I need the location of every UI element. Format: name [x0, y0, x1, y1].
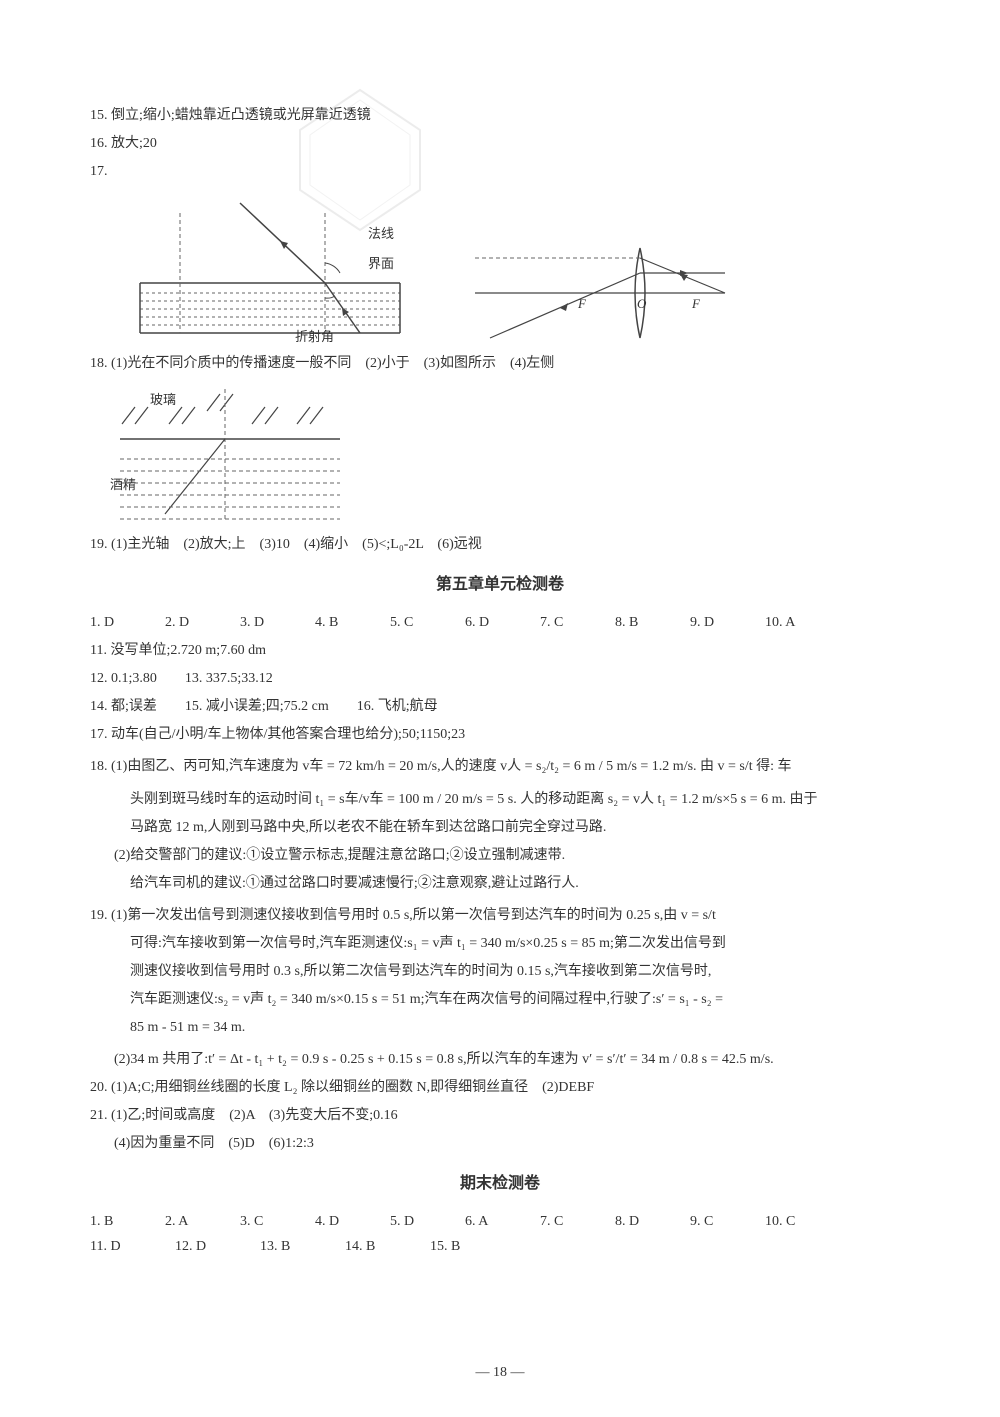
- svg-text:玻璃: 玻璃: [150, 392, 176, 407]
- mc-answer: 3. D: [240, 610, 315, 635]
- svg-text:界面: 界面: [368, 256, 394, 271]
- svg-text:酒精: 酒精: [110, 477, 136, 492]
- answer-q15: 15. 倒立;缩小;蜡烛靠近凸透镜或光屏靠近透镜: [90, 103, 910, 128]
- final-mc2: 11. D12. D13. B14. B15. B: [90, 1234, 910, 1259]
- mc-answer: 6. D: [465, 610, 540, 635]
- ch5-q12-13: 12. 0.1;3.80 13. 337.5;33.12: [90, 666, 910, 691]
- ch5-q20: 20. (1)A;C;用细铜丝线圈的长度 L₂ 除以细铜丝的圈数 N,即得细铜丝…: [90, 1075, 910, 1100]
- mc-answer: 2. A: [165, 1209, 240, 1234]
- ch5-q14-16: 14. 都;误差 15. 减小误差;四;75.2 cm 16. 飞机;航母: [90, 694, 910, 719]
- mc-answer: 11. D: [90, 1234, 175, 1259]
- svg-text:F: F: [577, 296, 587, 311]
- page-content: 15. 倒立;缩小;蜡烛靠近凸透镜或光屏靠近透镜 16. 放大;20 17.: [90, 103, 910, 1259]
- ch5-q17: 17. 动车(自己/小明/车上物体/其他答案合理也给分);50;1150;23: [90, 722, 910, 747]
- page-number: — 18 —: [0, 1360, 1000, 1385]
- mc-answer: 5. D: [390, 1209, 465, 1234]
- mc-answer: 12. D: [175, 1234, 260, 1259]
- mc-answer: 4. D: [315, 1209, 390, 1234]
- mc-answer: 1. D: [90, 610, 165, 635]
- mc-answer: 10. A: [765, 610, 840, 635]
- mc-answer: 7. C: [540, 610, 615, 635]
- ch5-q19-1c: 测速仪接收到信号用时 0.3 s,所以第二次信号到达汽车的时间为 0.15 s,…: [90, 959, 910, 984]
- ch5-q21a: 21. (1)乙;时间或高度 (2)A (3)先变大后不变;0.16: [90, 1103, 910, 1128]
- final-mc1: 1. B2. A3. C4. D5. D6. A7. C8. D9. C10. …: [90, 1209, 910, 1234]
- ch5-q19-1a: 19. (1)第一次发出信号到测速仪接收到信号用时 0.5 s,所以第一次信号到…: [90, 903, 910, 928]
- answer-q18: 18. (1)光在不同介质中的传播速度一般不同 (2)小于 (3)如图所示 (4…: [90, 351, 910, 376]
- mc-answer: 4. B: [315, 610, 390, 635]
- ch5-q19-1b: 可得:汽车接收到第一次信号时,汽车距测速仪:s₁ = v声 t₁ = 340 m…: [90, 931, 910, 956]
- ch5-q19-1d: 汽车距测速仪:s₂ = v声 t₂ = 340 m/s×0.15 s = 51 …: [90, 987, 910, 1012]
- q17-diagram-refraction: 界面 法线 折射角: [130, 193, 410, 343]
- mc-answer: 9. D: [690, 610, 765, 635]
- mc-answer: 1. B: [90, 1209, 165, 1234]
- q18-diagram: 玻璃 酒精: [110, 379, 910, 529]
- answer-q19-chapter: 19. (1)主光轴 (2)放大;上 (3)10 (4)缩小 (5)<;L₀-2…: [90, 532, 910, 557]
- mc-answer: 9. C: [690, 1209, 765, 1234]
- ch5-q18-1b: 头刚到斑马线时车的运动时间 t₁ = s车/v车 = 100 m / 20 m/…: [90, 787, 910, 812]
- ch5-q11: 11. 没写单位;2.720 m;7.60 dm: [90, 638, 910, 663]
- ch5-mc: 1. D2. D3. D4. B5. C6. D7. C8. B9. D10. …: [90, 610, 910, 635]
- final-title: 期末检测卷: [90, 1170, 910, 1199]
- answer-q17-label: 17.: [90, 159, 910, 184]
- ch5-q18-1a: 18. (1)由图乙、丙可知,汽车速度为 v车 = 72 km/h = 20 m…: [90, 754, 910, 779]
- mc-answer: 15. B: [430, 1234, 515, 1259]
- mc-answer: 13. B: [260, 1234, 345, 1259]
- ch5-q18-1c: 马路宽 12 m,人刚到马路中央,所以老农不能在轿车到达岔路口前完全穿过马路.: [90, 815, 910, 840]
- mc-answer: 3. C: [240, 1209, 315, 1234]
- q17-diagram-lens: F O F: [470, 233, 730, 343]
- ch5-q19-2: (2)34 m 共用了:t′ = Δt - t₁ + t₂ = 0.9 s - …: [90, 1047, 910, 1072]
- mc-answer: 5. C: [390, 610, 465, 635]
- mc-answer: 2. D: [165, 610, 240, 635]
- svg-text:F: F: [691, 296, 701, 311]
- mc-answer: 6. A: [465, 1209, 540, 1234]
- svg-text:法线: 法线: [368, 226, 394, 241]
- answer-q16: 16. 放大;20: [90, 131, 910, 156]
- svg-text:O: O: [637, 296, 647, 311]
- ch5-q18-2a: (2)给交警部门的建议:①设立警示标志,提醒注意岔路口;②设立强制减速带.: [90, 843, 910, 868]
- ch5-title: 第五章单元检测卷: [90, 571, 910, 600]
- ch5-q19-1e: 85 m - 51 m = 34 m.: [90, 1015, 910, 1040]
- mc-answer: 8. B: [615, 610, 690, 635]
- ch5-q21b: (4)因为重量不同 (5)D (6)1:2:3: [90, 1131, 910, 1156]
- mc-answer: 7. C: [540, 1209, 615, 1234]
- ch5-q18-2b: 给汽车司机的建议:①通过岔路口时要减速慢行;②注意观察,避让过路行人.: [90, 871, 910, 896]
- mc-answer: 14. B: [345, 1234, 430, 1259]
- svg-text:折射角: 折射角: [295, 329, 334, 343]
- mc-answer: 10. C: [765, 1209, 840, 1234]
- mc-answer: 8. D: [615, 1209, 690, 1234]
- q17-diagrams: 界面 法线 折射角 F O F: [130, 193, 910, 343]
